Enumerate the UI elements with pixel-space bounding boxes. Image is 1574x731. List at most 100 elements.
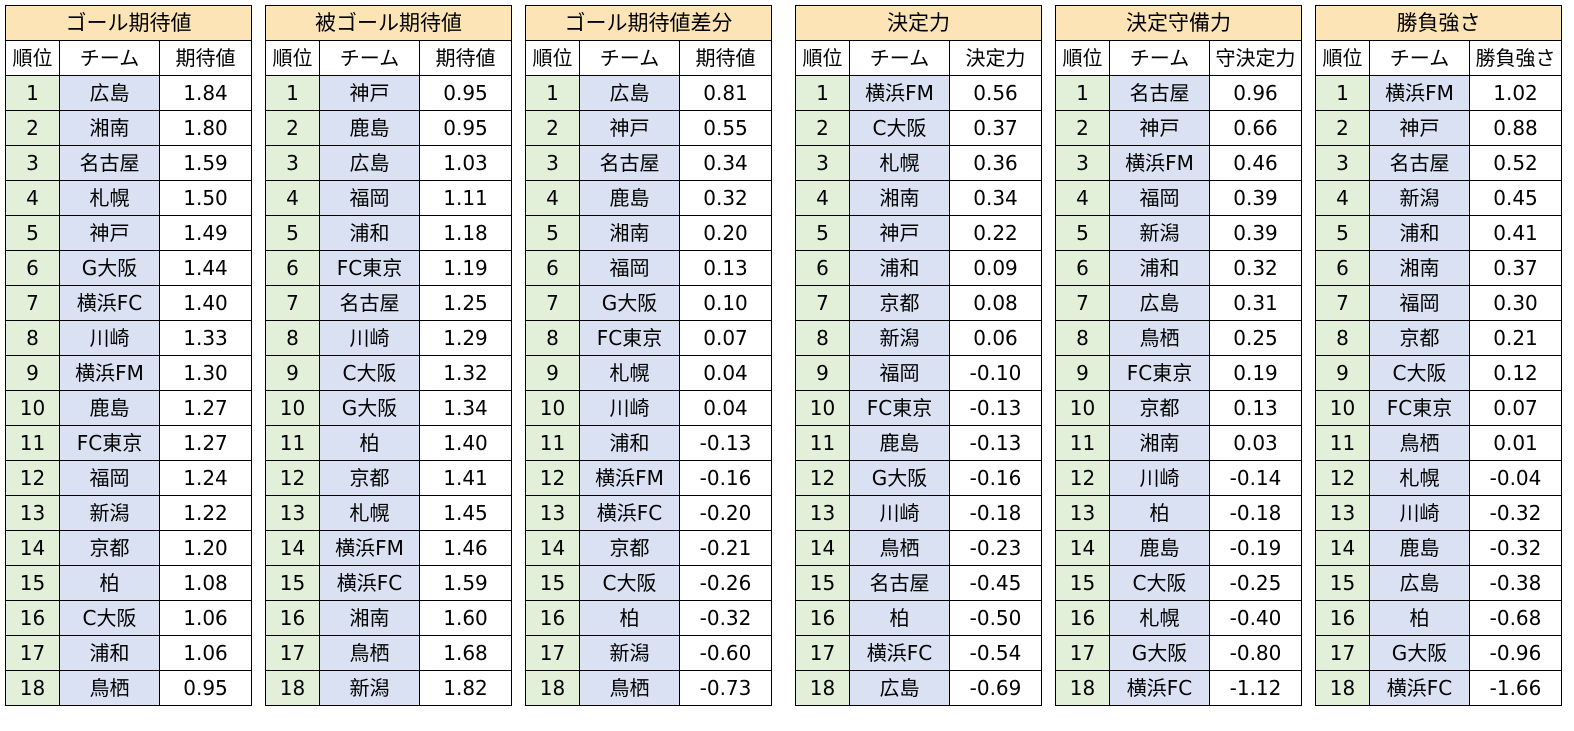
value-cell: -0.38 [1469, 565, 1562, 601]
value-cell: 0.55 [679, 110, 772, 146]
table-row: 11 FC東京 1.27 [5, 425, 252, 461]
team-cell: 川崎 [1369, 495, 1470, 531]
value-cell: 0.81 [679, 75, 772, 111]
team-cell: 柏 [579, 600, 680, 636]
value-cell: 0.19 [1209, 355, 1302, 391]
table-row: 1 横浜FM 1.02 [1315, 75, 1562, 111]
team-cell: 鳥栖 [579, 670, 680, 706]
table-row: 10 川崎 0.04 [525, 390, 772, 426]
value-cell: 0.04 [679, 390, 772, 426]
value-cell: 0.07 [679, 320, 772, 356]
value-cell: -0.40 [1209, 600, 1302, 636]
table-row: 3 名古屋 0.34 [525, 145, 772, 181]
team-cell: 新潟 [319, 670, 420, 706]
table-title: ゴール期待値差分 [525, 5, 772, 41]
value-cell: 1.68 [419, 635, 512, 671]
team-cell: 横浜FM [319, 530, 420, 566]
value-cell: 0.01 [1469, 425, 1562, 461]
value-cell: 1.22 [159, 495, 252, 531]
value-cell: 0.37 [949, 110, 1042, 146]
value-cell: 1.25 [419, 285, 512, 321]
rank-cell: 8 [525, 320, 580, 356]
table-row: 14 横浜FM 1.46 [265, 530, 512, 566]
table-row: 3 広島 1.03 [265, 145, 512, 181]
rank-cell: 15 [5, 565, 60, 601]
table-row: 16 札幌 -0.40 [1055, 600, 1302, 636]
value-cell: 0.32 [679, 180, 772, 216]
team-cell: 浦和 [579, 425, 680, 461]
table-row: 9 C大阪 0.12 [1315, 355, 1562, 391]
team-cell: 新潟 [579, 635, 680, 671]
team-cell: FC東京 [319, 250, 420, 286]
table-row: 13 川崎 -0.18 [795, 495, 1042, 531]
value-cell: -0.10 [949, 355, 1042, 391]
table-row: 4 札幌 1.50 [5, 180, 252, 216]
table-row: 14 鹿島 -0.19 [1055, 530, 1302, 566]
team-cell: 横浜FC [579, 495, 680, 531]
value-cell: 1.19 [419, 250, 512, 286]
table-row: 14 鹿島 -0.32 [1315, 530, 1562, 566]
value-cell: -0.54 [949, 635, 1042, 671]
rank-cell: 5 [1055, 215, 1110, 251]
team-cell: 札幌 [319, 495, 420, 531]
team-cell: 福岡 [59, 460, 160, 496]
finishing-table: 決定力 順位 チーム 決定力 1 横浜FM 0.56 2 C大阪 0.37 3 札幌 0.36 4 湘南 0.… [795, 5, 1042, 706]
table-row: 7 名古屋 1.25 [265, 285, 512, 321]
table-row: 11 鹿島 -0.13 [795, 425, 1042, 461]
rank-cell: 1 [265, 75, 320, 111]
value-cell: -0.18 [1209, 495, 1302, 531]
rank-cell: 18 [265, 670, 320, 706]
rank-cell: 1 [1055, 75, 1110, 111]
team-cell: 広島 [849, 670, 950, 706]
team-cell: 新潟 [1109, 215, 1210, 251]
table-row: 18 鳥栖 0.95 [5, 670, 252, 706]
team-cell: 京都 [579, 530, 680, 566]
table-row: 2 神戸 0.88 [1315, 110, 1562, 146]
rank-header: 順位 [265, 40, 320, 76]
value-cell: 1.44 [159, 250, 252, 286]
table-row: 15 柏 1.08 [5, 565, 252, 601]
value-cell: 1.06 [159, 635, 252, 671]
rank-cell: 15 [1055, 565, 1110, 601]
table-title: 決定力 [795, 5, 1042, 41]
value-cell: 0.04 [679, 355, 772, 391]
team-cell: 横浜FM [579, 460, 680, 496]
value-cell: 1.03 [419, 145, 512, 181]
value-cell: -0.16 [679, 460, 772, 496]
team-cell: 札幌 [59, 180, 160, 216]
value-cell: 0.46 [1209, 145, 1302, 181]
rank-cell: 6 [1055, 250, 1110, 286]
table-row: 3 札幌 0.36 [795, 145, 1042, 181]
table-row: 15 C大阪 -0.26 [525, 565, 772, 601]
table-row: 15 横浜FC 1.59 [265, 565, 512, 601]
rank-cell: 15 [525, 565, 580, 601]
value-cell: 0.20 [679, 215, 772, 251]
table-row: 16 柏 -0.32 [525, 600, 772, 636]
rank-cell: 10 [5, 390, 60, 426]
rank-cell: 3 [1055, 145, 1110, 181]
team-cell: 浦和 [849, 250, 950, 286]
value-cell: 0.95 [419, 110, 512, 146]
table-row: 17 横浜FC -0.54 [795, 635, 1042, 671]
table-row: 10 G大阪 1.34 [265, 390, 512, 426]
value-cell: 0.39 [1209, 180, 1302, 216]
rank-header: 順位 [1315, 40, 1370, 76]
value-cell: -0.80 [1209, 635, 1302, 671]
value-cell: -0.19 [1209, 530, 1302, 566]
value-header: 期待値 [159, 40, 252, 76]
team-cell: 柏 [319, 425, 420, 461]
rank-cell: 7 [1315, 285, 1370, 321]
value-cell: 1.24 [159, 460, 252, 496]
rank-cell: 14 [265, 530, 320, 566]
team-cell: 名古屋 [1109, 75, 1210, 111]
table-row: 8 FC東京 0.07 [525, 320, 772, 356]
table-row: 8 鳥栖 0.25 [1055, 320, 1302, 356]
team-cell: G大阪 [579, 285, 680, 321]
value-cell: -0.18 [949, 495, 1042, 531]
value-cell: 1.60 [419, 600, 512, 636]
team-cell: 京都 [319, 460, 420, 496]
rank-cell: 7 [795, 285, 850, 321]
team-cell: 柏 [849, 600, 950, 636]
value-cell: 0.21 [1469, 320, 1562, 356]
value-cell: 0.31 [1209, 285, 1302, 321]
